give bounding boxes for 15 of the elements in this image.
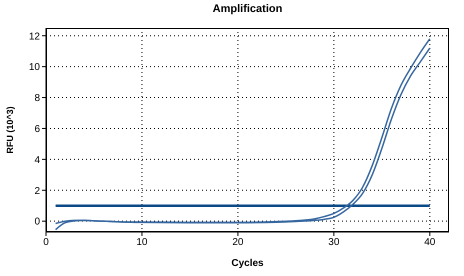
y-tick-label: 2 <box>34 186 40 197</box>
x-axis-title: Cycles <box>231 258 264 269</box>
y-tick-label: 4 <box>34 154 40 166</box>
x-tick-label: 40 <box>424 237 436 248</box>
y-axis-title: RFU (10^3) <box>5 106 16 154</box>
x-tick-label: 20 <box>232 237 244 248</box>
x-tick-label: 30 <box>328 237 340 248</box>
y-tick-label: 6 <box>34 124 40 136</box>
x-tick-label: 0 <box>43 237 50 248</box>
y-tick-label: 8 <box>34 93 40 104</box>
y-tick-label: 12 <box>28 31 40 42</box>
y-tick-label: 0 <box>34 216 40 228</box>
chart-title: Amplification <box>212 3 284 15</box>
y-tick-label: 10 <box>28 62 40 74</box>
x-tick-label: 10 <box>136 237 148 248</box>
